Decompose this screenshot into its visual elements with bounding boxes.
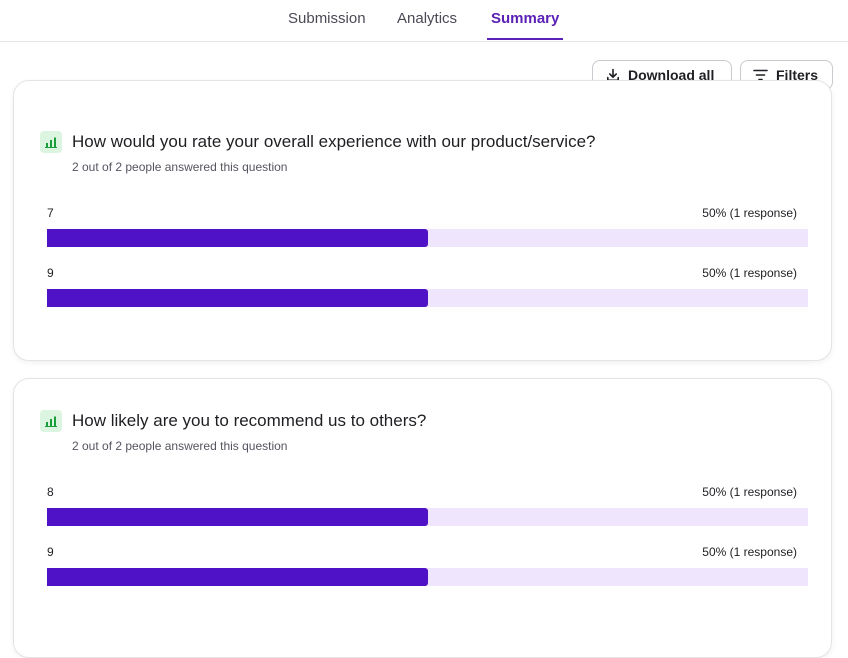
option-label: 8 (47, 485, 54, 499)
tab-submission[interactable]: Submission (288, 10, 366, 27)
response-bar-fill (47, 289, 428, 307)
question-title: How would you rate your overall experien… (72, 132, 596, 151)
response-bar-track (47, 508, 808, 526)
bar-chart-icon (40, 410, 62, 432)
tab-analytics[interactable]: Analytics (397, 10, 458, 27)
tab-summary[interactable]: Summary (491, 10, 560, 27)
option-percentage: 50% (1 response) (702, 485, 797, 499)
answered-count: 2 out of 2 people answered this question (72, 439, 288, 453)
question-card: How likely are you to recommend us to ot… (13, 378, 832, 658)
option-label: 7 (47, 206, 54, 220)
option-percentage: 50% (1 response) (702, 545, 797, 559)
tab-bar: Submission Analytics Summary (0, 0, 848, 42)
option-label: 9 (47, 545, 54, 559)
response-bar-track (47, 289, 808, 307)
response-bar-fill (47, 508, 428, 526)
question-card: How would you rate your overall experien… (13, 80, 832, 361)
answered-count: 2 out of 2 people answered this question (72, 160, 288, 174)
response-bar-track (47, 568, 808, 586)
option-label: 9 (47, 266, 54, 280)
option-percentage: 50% (1 response) (702, 266, 797, 280)
response-bar-track (47, 229, 808, 247)
option-percentage: 50% (1 response) (702, 206, 797, 220)
filters-label: Filters (776, 67, 819, 83)
active-tab-indicator (487, 38, 563, 40)
bar-chart-icon (40, 131, 62, 153)
filter-icon (753, 69, 768, 81)
response-bar-fill (47, 568, 428, 586)
response-bar-fill (47, 229, 428, 247)
question-title: How likely are you to recommend us to ot… (72, 411, 427, 430)
download-all-label: Download all (628, 67, 715, 83)
